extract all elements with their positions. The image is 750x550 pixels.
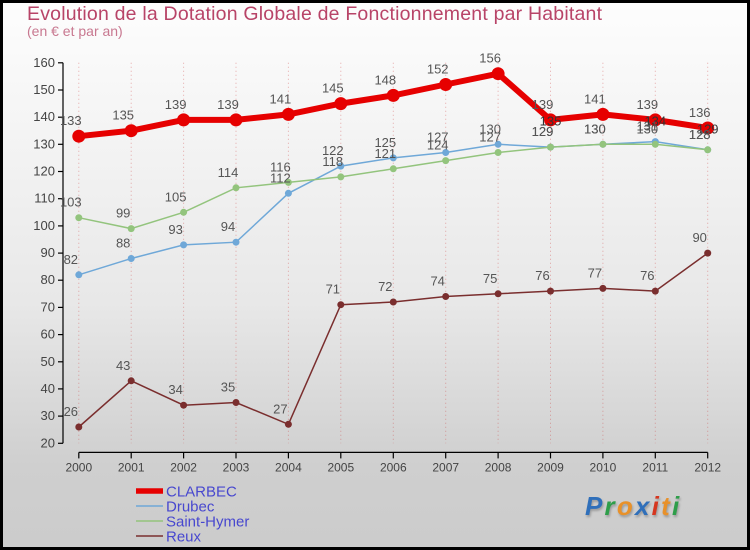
svg-text:71: 71 bbox=[326, 282, 340, 297]
svg-text:75: 75 bbox=[483, 271, 497, 286]
svg-text:2011: 2011 bbox=[642, 460, 668, 474]
svg-text:139: 139 bbox=[636, 97, 658, 112]
svg-text:133: 133 bbox=[60, 113, 82, 128]
svg-text:82: 82 bbox=[64, 252, 78, 267]
svg-text:72: 72 bbox=[378, 279, 392, 294]
svg-text:2000: 2000 bbox=[65, 460, 92, 474]
svg-text:118: 118 bbox=[322, 154, 343, 169]
svg-text:99: 99 bbox=[116, 206, 130, 221]
svg-text:140: 140 bbox=[33, 109, 55, 124]
svg-text:93: 93 bbox=[168, 222, 182, 237]
svg-text:128: 128 bbox=[689, 127, 711, 142]
svg-text:2012: 2012 bbox=[694, 460, 721, 474]
svg-text:76: 76 bbox=[640, 268, 654, 283]
svg-text:2006: 2006 bbox=[380, 460, 407, 474]
svg-text:90: 90 bbox=[41, 245, 55, 260]
svg-text:2001: 2001 bbox=[118, 460, 145, 474]
svg-text:103: 103 bbox=[60, 195, 82, 210]
svg-text:121: 121 bbox=[374, 146, 396, 161]
svg-text:27: 27 bbox=[273, 401, 287, 416]
svg-text:145: 145 bbox=[322, 81, 344, 96]
svg-text:20: 20 bbox=[41, 435, 55, 450]
svg-text:2002: 2002 bbox=[170, 460, 197, 474]
svg-text:120: 120 bbox=[33, 164, 55, 179]
svg-text:2009: 2009 bbox=[537, 460, 564, 474]
svg-text:30: 30 bbox=[41, 408, 55, 423]
svg-text:141: 141 bbox=[584, 91, 606, 106]
svg-text:90: 90 bbox=[692, 230, 706, 245]
svg-text:34: 34 bbox=[168, 382, 182, 397]
svg-text:26: 26 bbox=[64, 404, 78, 419]
svg-text:156: 156 bbox=[479, 51, 501, 66]
svg-text:74: 74 bbox=[430, 274, 444, 289]
svg-text:150: 150 bbox=[33, 82, 55, 97]
svg-text:2008: 2008 bbox=[485, 460, 512, 474]
svg-text:114: 114 bbox=[218, 165, 239, 180]
svg-text:141: 141 bbox=[270, 91, 292, 106]
svg-text:116: 116 bbox=[270, 159, 291, 174]
svg-text:80: 80 bbox=[41, 272, 55, 287]
svg-text:2003: 2003 bbox=[223, 460, 250, 474]
svg-text:2007: 2007 bbox=[432, 460, 459, 474]
svg-text:2004: 2004 bbox=[275, 460, 302, 474]
svg-text:130: 130 bbox=[636, 121, 658, 136]
svg-text:43: 43 bbox=[116, 358, 130, 373]
svg-text:70: 70 bbox=[41, 299, 55, 314]
svg-text:50: 50 bbox=[41, 354, 55, 369]
svg-text:124: 124 bbox=[427, 138, 449, 153]
svg-text:88: 88 bbox=[116, 236, 130, 251]
svg-text:139: 139 bbox=[165, 97, 187, 112]
svg-text:139: 139 bbox=[532, 97, 554, 112]
svg-text:152: 152 bbox=[427, 62, 449, 77]
svg-text:60: 60 bbox=[41, 327, 55, 342]
svg-text:136: 136 bbox=[689, 105, 711, 120]
svg-text:127: 127 bbox=[479, 130, 501, 145]
svg-text:40: 40 bbox=[41, 381, 55, 396]
svg-text:2010: 2010 bbox=[590, 460, 617, 474]
svg-text:35: 35 bbox=[221, 380, 235, 395]
svg-text:100: 100 bbox=[33, 218, 55, 233]
svg-text:130: 130 bbox=[584, 121, 606, 136]
svg-text:110: 110 bbox=[34, 191, 55, 206]
svg-text:135: 135 bbox=[112, 108, 134, 123]
svg-text:105: 105 bbox=[165, 189, 187, 204]
svg-text:129: 129 bbox=[532, 124, 554, 139]
svg-text:76: 76 bbox=[535, 268, 549, 283]
svg-text:139: 139 bbox=[217, 97, 239, 112]
svg-text:94: 94 bbox=[221, 219, 235, 234]
svg-text:160: 160 bbox=[33, 55, 55, 70]
svg-text:77: 77 bbox=[588, 265, 602, 280]
svg-text:2005: 2005 bbox=[327, 460, 354, 474]
svg-text:148: 148 bbox=[374, 72, 396, 87]
svg-text:130: 130 bbox=[33, 136, 55, 151]
